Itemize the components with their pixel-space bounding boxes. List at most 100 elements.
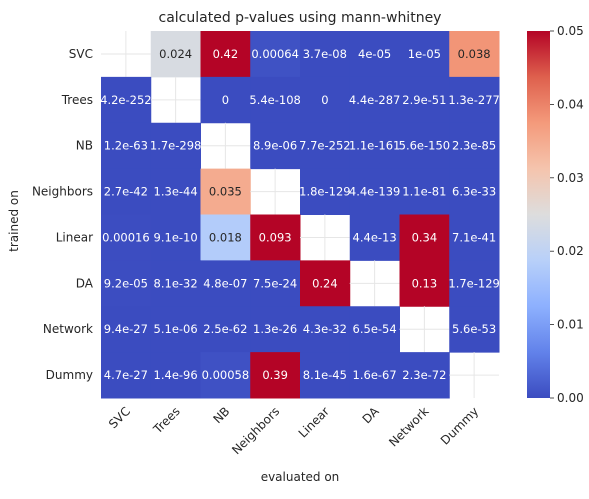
cell-value-label: 0.00058 <box>202 368 250 382</box>
heatmap-cell <box>150 168 201 215</box>
y-axis-label: trained on <box>7 190 21 252</box>
cell-value-label: 4.4e-287 <box>349 93 400 107</box>
cell-value-label: 1.7e-129 <box>448 276 499 290</box>
cell-value-label: 6.5e-54 <box>353 322 397 336</box>
cell-value-label: 0.34 <box>412 230 438 244</box>
chart-title: calculated p-values using mann-whitney <box>159 10 442 26</box>
y-tick-label: Neighbors <box>32 185 93 199</box>
colorbar-tick-label: 0.02 <box>557 244 584 258</box>
cell-value-label: 9.4e-27 <box>104 322 148 336</box>
cell-value-label: 0.39 <box>262 368 288 382</box>
cell-value-label: 7.7e-252 <box>299 139 350 153</box>
heatmap-cell <box>300 76 351 124</box>
cell-value-label: 2.3e-72 <box>402 368 446 382</box>
heatmap-cell <box>101 214 152 261</box>
heatmap-cell <box>300 306 351 353</box>
x-axis-label: evaluated on <box>261 470 340 484</box>
cell-value-label: 9.1e-10 <box>154 230 198 244</box>
heatmap-cell <box>399 31 450 78</box>
cell-value-label: 1e-05 <box>408 47 441 61</box>
heatmap-cell <box>101 306 152 353</box>
heatmap-cell <box>300 122 351 170</box>
cell-value-label: 5.4e-108 <box>249 93 300 107</box>
cell-value-label: 7.1e-41 <box>452 230 496 244</box>
colorbar-tick-label: 0.01 <box>557 318 584 332</box>
y-tick-label: Dummy <box>46 368 93 382</box>
cell-value-label: 8.1e-32 <box>154 276 198 290</box>
heatmap-cell <box>200 306 251 353</box>
cell-value-label: 2.5e-62 <box>203 322 247 336</box>
heatmap-cell <box>200 76 251 124</box>
cell-value-label: 0 <box>222 93 229 107</box>
heatmap-cell <box>150 260 201 307</box>
heatmap-cell <box>250 122 301 170</box>
cell-value-label: 4.7e-27 <box>104 368 148 382</box>
heatmap-annotations: 0.024 0.42 0.00064 3.7e-08 4e-05 1e-05 0.038 4.… <box>100 47 500 382</box>
cell-value-label: 0.24 <box>312 276 338 290</box>
colorbar-tick-label: 0.05 <box>557 24 584 38</box>
heatmap-cell <box>399 352 450 399</box>
heatmap-cell <box>349 168 400 215</box>
y-tick-label: DA <box>76 276 94 290</box>
cell-value-label: 0.13 <box>412 276 438 290</box>
cell-value-label: 1.3e-26 <box>253 322 297 336</box>
colorbar-gradient <box>527 31 550 398</box>
heatmap-cell <box>449 168 500 215</box>
heatmap-cell <box>200 31 251 78</box>
heatmap-cell <box>150 352 201 399</box>
cell-value-label: 1.2e-63 <box>104 139 148 153</box>
cell-value-label: 4.3e-32 <box>303 322 347 336</box>
heatmap-cell <box>300 31 351 78</box>
heatmap-cell <box>399 214 450 261</box>
cell-value-label: 8.9e-06 <box>253 139 297 153</box>
heatmap-cell <box>250 76 301 124</box>
cell-value-label: 0.00016 <box>102 230 150 244</box>
colorbar-tick-label: 0.03 <box>557 171 584 185</box>
cell-value-label: 1.3e-277 <box>448 93 499 107</box>
heatmap-cell <box>101 76 152 124</box>
heatmap-cell <box>399 260 450 307</box>
cell-value-label: 2.3e-85 <box>452 139 496 153</box>
heatmap-cell <box>349 352 400 399</box>
cell-value-label: 1.1e-81 <box>402 185 446 199</box>
heatmap-cell <box>449 31 500 78</box>
cell-value-label: 1.1e-161 <box>349 139 400 153</box>
heatmap-cell <box>449 306 500 353</box>
cell-value-label: 4e-05 <box>358 47 391 61</box>
cell-value-label: 0.038 <box>458 47 491 61</box>
heatmap-cell <box>399 122 450 170</box>
heatmap-cell <box>200 352 251 399</box>
heatmap-cell <box>250 260 301 307</box>
heatmap-cell <box>200 168 251 215</box>
cell-value-label: 3.7e-08 <box>303 47 347 61</box>
y-tick-label: Linear <box>56 230 93 244</box>
heatmap-cell <box>250 306 301 353</box>
heatmap-cell <box>250 31 301 78</box>
cell-value-label: 2.7e-42 <box>104 185 148 199</box>
heatmap-cell <box>449 214 500 261</box>
heatmap-cell <box>349 214 400 261</box>
cell-value-label: 0.00064 <box>251 47 299 61</box>
cell-value-label: 0.035 <box>209 185 242 199</box>
cell-value-label: 9.2e-05 <box>104 276 148 290</box>
cell-value-label: 8.1e-45 <box>303 368 347 382</box>
cell-value-label: 5.1e-06 <box>154 322 198 336</box>
cell-value-label: 1.8e-129 <box>299 185 350 199</box>
heatmap-cell <box>200 260 251 307</box>
heatmap-cell <box>349 122 400 170</box>
heatmap-cell <box>101 122 152 170</box>
cell-value-label: 1.6e-67 <box>353 368 397 382</box>
y-tick-label: Network <box>43 322 93 336</box>
heatmap-cell <box>399 76 450 124</box>
cell-value-label: 1.7e-298 <box>150 139 201 153</box>
heatmap-cell <box>150 306 201 353</box>
cell-value-label: 0.42 <box>213 47 239 61</box>
heatmap-cell <box>150 214 201 261</box>
heatmap-cell <box>150 31 201 78</box>
cell-value-label: 0.024 <box>159 47 192 61</box>
cell-value-label: 6.3e-33 <box>452 185 496 199</box>
heatmap-cell <box>300 168 351 215</box>
cell-value-label: 5.6e-150 <box>399 139 450 153</box>
